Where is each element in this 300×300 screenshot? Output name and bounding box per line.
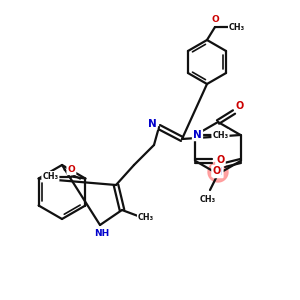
Text: N: N (193, 130, 202, 140)
Text: NH: NH (94, 229, 110, 238)
Text: CH₃: CH₃ (138, 214, 154, 223)
Text: CH₃: CH₃ (212, 130, 229, 140)
Text: O: O (68, 165, 75, 174)
Text: CH₃: CH₃ (42, 172, 58, 181)
Text: O: O (236, 101, 244, 111)
Text: O: O (212, 166, 220, 176)
Text: O: O (216, 155, 225, 165)
Text: N: N (214, 167, 222, 177)
Text: CH₃: CH₃ (200, 194, 216, 203)
Circle shape (208, 162, 228, 182)
Text: O: O (211, 16, 219, 25)
Text: CH₃: CH₃ (229, 22, 245, 32)
Text: N: N (148, 119, 156, 129)
